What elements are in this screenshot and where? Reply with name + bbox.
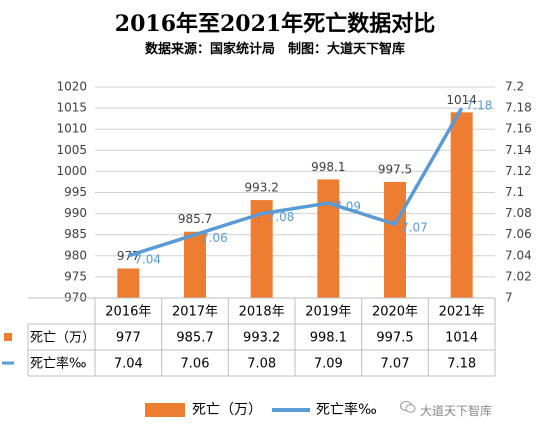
bar (450, 112, 473, 298)
x-category-label: 2016年 (105, 305, 151, 320)
line-data-label: 7.07 (401, 221, 428, 235)
y-right-tick-label: 7.08 (505, 206, 532, 220)
x-category-label: 2019年 (305, 305, 351, 320)
table-cell: 7.08 (247, 357, 276, 372)
y-left-tick-label: 985 (64, 227, 87, 241)
line-data-label: 7.09 (334, 200, 361, 214)
table-cell: 985.7 (176, 331, 213, 346)
table-cell: 7.09 (314, 357, 343, 372)
table-row-header: 死亡（万） (30, 331, 95, 346)
line-data-label: 7.08 (268, 210, 295, 224)
y-right-tick-label: 7.2 (505, 80, 524, 94)
y-left-tick-label: 975 (64, 269, 87, 283)
bar (184, 231, 206, 298)
bar (117, 268, 140, 298)
y-right-tick-label: 7 (505, 291, 513, 305)
table-legend-key (4, 333, 12, 341)
watermark-text: 大道天下智库 (420, 404, 493, 418)
y-left-tick-label: 1015 (56, 101, 87, 115)
table-cell: 998.1 (310, 331, 347, 346)
bar-data-label: 998.1 (311, 160, 345, 174)
line-data-label: 7.04 (134, 252, 161, 266)
x-category-label: 2020年 (372, 305, 418, 320)
y-right-tick-label: 7.18 (505, 101, 532, 115)
table-row-header: 死亡率‰ (30, 356, 86, 372)
table-cell: 977 (116, 331, 141, 346)
y-left-tick-label: 1010 (56, 122, 87, 136)
y-right-tick-label: 7.16 (505, 122, 532, 136)
x-category-label: 2021年 (439, 305, 485, 320)
bar-data-label: 993.2 (244, 181, 278, 195)
bar-data-label: 985.7 (178, 212, 212, 226)
legend-key-bar (145, 403, 185, 417)
table-cell: 7.06 (181, 357, 210, 372)
chart-subtitle: 数据来源：国家统计局 制图：大道天下智库 (144, 42, 405, 57)
table-cell: 7.07 (381, 357, 410, 372)
bar (317, 179, 340, 298)
wechat-icon (400, 401, 416, 413)
table-cell: 993.2 (243, 331, 280, 346)
y-right-tick-label: 7.14 (505, 143, 532, 157)
y-right-tick-label: 7.02 (505, 269, 532, 283)
table-cell: 7.18 (447, 357, 476, 372)
line-data-label: 7.06 (201, 231, 228, 245)
y-right-tick-label: 7.06 (505, 227, 532, 241)
table-cell: 1014 (445, 331, 478, 346)
y-left-tick-label: 995 (64, 185, 87, 199)
x-category-label: 2017年 (172, 305, 218, 320)
y-left-tick-label: 990 (64, 206, 87, 220)
table-cell: 997.5 (376, 331, 413, 346)
chart-title: 2016年至2021年死亡数据对比 (114, 11, 436, 37)
line-series (127, 107, 464, 258)
bar (384, 181, 406, 298)
y-left-tick-label: 1000 (56, 164, 87, 178)
bar (250, 200, 273, 298)
x-category-label: 2018年 (239, 305, 285, 320)
bar-data-label: 997.5 (378, 162, 412, 176)
y-left-tick-label: 1020 (56, 80, 87, 94)
legend-label: 死亡率‰ (316, 401, 377, 418)
y-right-tick-label: 7.1 (505, 185, 524, 199)
legend-label: 死亡（万） (192, 402, 262, 418)
bar-data-label: 1014 (446, 93, 477, 107)
y-right-tick-label: 7.04 (505, 248, 532, 262)
y-left-tick-label: 980 (64, 248, 87, 262)
y-right-tick-label: 7.12 (505, 164, 532, 178)
table-cell: 7.04 (114, 357, 143, 372)
line-data-label: 7.18 (466, 99, 493, 113)
y-left-tick-label: 1005 (56, 143, 87, 157)
